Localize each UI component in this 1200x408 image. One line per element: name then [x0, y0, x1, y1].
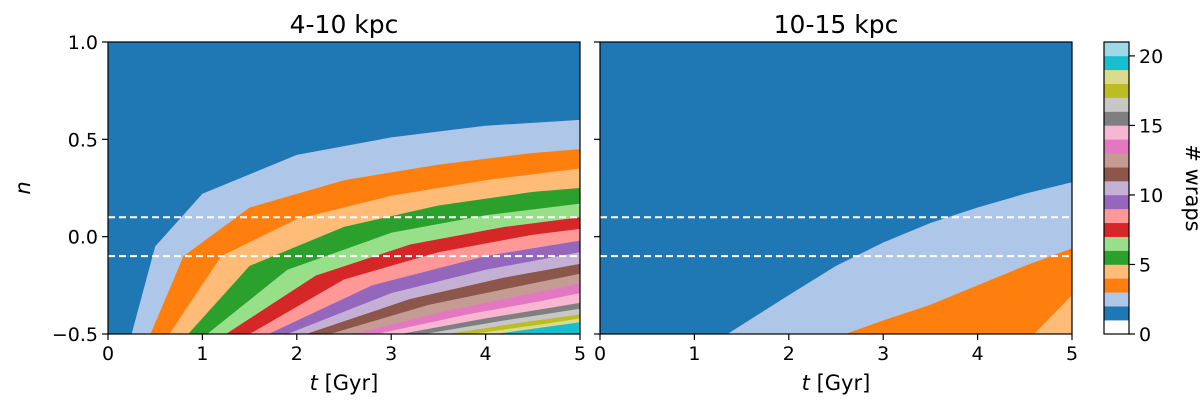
- colorbar-cell-9: [1104, 194, 1129, 210]
- colorbar-cell-0: [1104, 320, 1129, 335]
- y-tick-label: 0.0: [68, 227, 98, 249]
- colorbar-cell-19: [1104, 55, 1129, 71]
- axes-frame-left: [107, 41, 581, 335]
- y-tick-label: 1.0: [68, 32, 98, 54]
- reference-lines-right: [600, 216, 1072, 258]
- colorbar-tick-label: 10: [1139, 185, 1163, 207]
- colorbar-frame: [1103, 41, 1130, 335]
- x-ticks-right: 0 1 2 3 4 5: [594, 334, 1078, 365]
- x-axis-variable-right: t: [802, 371, 811, 395]
- x-axis-unit-left: [Gyr]: [318, 371, 378, 395]
- y-ticks-left: −0.5 0.0 0.5 1.0: [52, 32, 108, 346]
- colorbar-cell-7: [1104, 222, 1129, 237]
- colorbar-cell-13: [1104, 139, 1129, 154]
- x-tick-label: 2: [291, 343, 303, 365]
- colorbar-cell-3: [1104, 278, 1129, 293]
- colorbar-cell-12: [1104, 153, 1129, 168]
- x-tick-label: 0: [102, 343, 114, 365]
- x-tick-label: 3: [877, 343, 889, 365]
- y-ticks-right: [594, 41, 600, 335]
- colorbar-cells: [1104, 42, 1129, 335]
- colorbar-cell-11: [1104, 167, 1129, 182]
- wrap-region-4: [1034, 295, 1072, 334]
- colorbar-tick-label: 20: [1139, 46, 1163, 68]
- x-tick-label: 5: [1066, 343, 1078, 365]
- y-tick-label: −0.5: [52, 324, 98, 346]
- x-tick-label: 1: [196, 343, 208, 365]
- colorbar-label: # wraps: [1181, 144, 1200, 231]
- wrap-region-19: [495, 322, 580, 334]
- panel-left: 0 1 2 3 4 5 −0.5 0.0 0.5 1.0 4-10 kpc t [Gyr] n: [11, 10, 586, 395]
- colorbar-cell-8: [1104, 208, 1129, 224]
- panel-title-right: 10-15 kpc: [774, 10, 899, 39]
- colorbar-cell-4: [1104, 264, 1129, 279]
- panel-right: 0 1 2 3 4 5 10-15 kpc t [Gyr]: [594, 10, 1078, 395]
- y-tick-label: 0.5: [68, 129, 98, 151]
- colorbar-cell-15: [1104, 111, 1129, 126]
- x-tick-label: 0: [594, 343, 606, 365]
- x-axis-variable-left: t: [310, 371, 319, 395]
- colorbar-cell-17: [1104, 83, 1129, 98]
- colorbar-cell-10: [1104, 181, 1129, 196]
- heatmap-right: [600, 42, 1072, 334]
- colorbar-cell-5: [1104, 250, 1129, 265]
- x-tick-label: 4: [972, 343, 984, 365]
- x-axis-label-right: t [Gyr]: [802, 371, 871, 395]
- colorbar-cell-14: [1104, 125, 1129, 140]
- x-tick-label: 5: [574, 343, 586, 365]
- x-tick-label: 1: [688, 343, 700, 365]
- colorbar: 0 5 10 15 20 # wraps: [1103, 41, 1200, 346]
- colorbar-tick-label: 5: [1139, 254, 1151, 276]
- colorbar-ticks: 0 5 10 15 20: [1129, 46, 1163, 346]
- x-axis-label-left: t [Gyr]: [310, 371, 379, 395]
- axes-frame-right: [599, 41, 1073, 335]
- colorbar-cell-1: [1104, 306, 1129, 321]
- colorbar-cell-18: [1104, 69, 1129, 85]
- y-axis-label: n: [11, 181, 35, 194]
- x-tick-label: 4: [480, 343, 492, 365]
- x-tick-label: 3: [385, 343, 397, 365]
- colorbar-tick-label: 15: [1139, 115, 1163, 137]
- x-axis-unit-right: [Gyr]: [810, 371, 870, 395]
- x-tick-label: 2: [783, 343, 795, 365]
- wrap-region-3: [845, 248, 1072, 334]
- colorbar-cell-20: [1104, 42, 1129, 57]
- reference-lines-left: [108, 216, 580, 258]
- panel-title-left: 4-10 kpc: [290, 10, 399, 39]
- colorbar-cell-6: [1104, 236, 1129, 251]
- heatmap-left: [108, 42, 580, 334]
- colorbar-cell-2: [1104, 292, 1129, 307]
- x-ticks-left: 0 1 2 3 4 5: [102, 334, 586, 365]
- colorbar-cell-16: [1104, 97, 1129, 112]
- colorbar-tick-label: 0: [1139, 324, 1151, 346]
